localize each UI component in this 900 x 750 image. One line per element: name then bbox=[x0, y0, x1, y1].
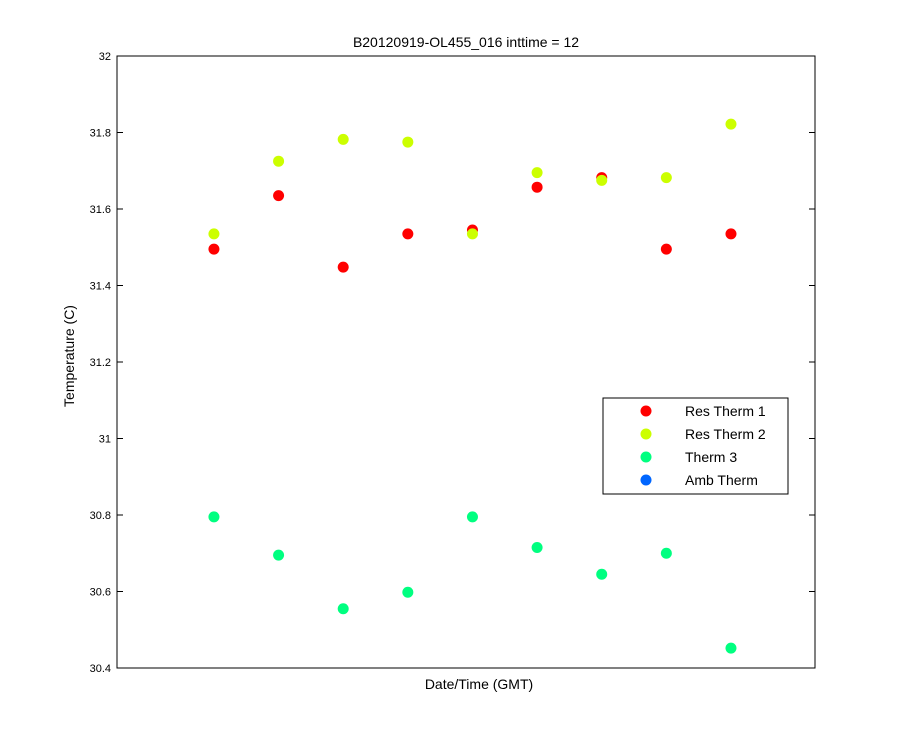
data-point-res-therm-1 bbox=[402, 228, 414, 240]
legend-marker bbox=[640, 428, 652, 440]
y-tick-label: 30.4 bbox=[90, 663, 111, 675]
legend: Res Therm 1 Res Therm 2 Therm 3 Amb Therm bbox=[602, 397, 789, 495]
data-point-res-therm-2 bbox=[402, 136, 414, 148]
legend-box bbox=[602, 397, 789, 495]
data-point-res-therm-2 bbox=[208, 228, 220, 240]
y-tick-label: 31.2 bbox=[90, 357, 111, 369]
data-point-therm-3 bbox=[596, 568, 608, 580]
legend-marker bbox=[640, 405, 652, 417]
data-point-res-therm-1 bbox=[725, 228, 737, 240]
y-tick-label: 31 bbox=[99, 434, 111, 446]
legend-marker bbox=[640, 474, 652, 486]
data-point-res-therm-2 bbox=[596, 174, 608, 186]
data-point-res-therm-2 bbox=[531, 167, 543, 179]
data-point-res-therm-2 bbox=[337, 133, 349, 145]
data-point-therm-3 bbox=[725, 642, 737, 654]
data-point-therm-3 bbox=[466, 511, 478, 523]
legend-label: Therm 3 bbox=[685, 449, 737, 465]
data-point-res-therm-1 bbox=[273, 190, 285, 202]
y-tick-label: 30.6 bbox=[90, 587, 111, 599]
y-tick-label: 30.8 bbox=[90, 510, 111, 522]
data-point-res-therm-1 bbox=[337, 261, 349, 273]
data-point-therm-3 bbox=[273, 549, 285, 561]
data-point-res-therm-2 bbox=[660, 172, 672, 184]
data-point-therm-3 bbox=[531, 542, 543, 554]
plot-area bbox=[116, 55, 816, 669]
y-tick-label: 31.6 bbox=[90, 204, 111, 216]
legend-label: Amb Therm bbox=[685, 472, 758, 488]
data-point-res-therm-1 bbox=[531, 181, 543, 193]
y-tick-label: 31.4 bbox=[90, 281, 111, 293]
data-points bbox=[208, 118, 737, 654]
data-point-res-therm-2 bbox=[466, 228, 478, 240]
chart-title: B20120919-OL455_016 inttime = 12 bbox=[353, 34, 579, 50]
y-axis-label: Temperature (C) bbox=[61, 305, 77, 407]
data-point-res-therm-2 bbox=[725, 118, 737, 130]
legend-marker bbox=[640, 451, 652, 463]
data-point-therm-3 bbox=[208, 511, 220, 523]
x-axis-label: Date/Time (GMT) bbox=[425, 676, 533, 692]
data-point-res-therm-2 bbox=[273, 155, 285, 167]
data-point-therm-3 bbox=[402, 586, 414, 598]
data-point-therm-3 bbox=[660, 547, 672, 559]
y-axis: 30.4 30.6 30.8 31 31.2 31.4 31.6 31.8 32 bbox=[90, 51, 815, 675]
legend-label: Res Therm 1 bbox=[685, 403, 766, 419]
y-tick-label: 31.8 bbox=[90, 128, 111, 140]
legend-label: Res Therm 2 bbox=[685, 426, 766, 442]
data-point-res-therm-1 bbox=[660, 243, 672, 255]
data-point-therm-3 bbox=[337, 603, 349, 615]
y-tick-label: 32 bbox=[99, 51, 111, 63]
data-point-res-therm-1 bbox=[208, 243, 220, 255]
